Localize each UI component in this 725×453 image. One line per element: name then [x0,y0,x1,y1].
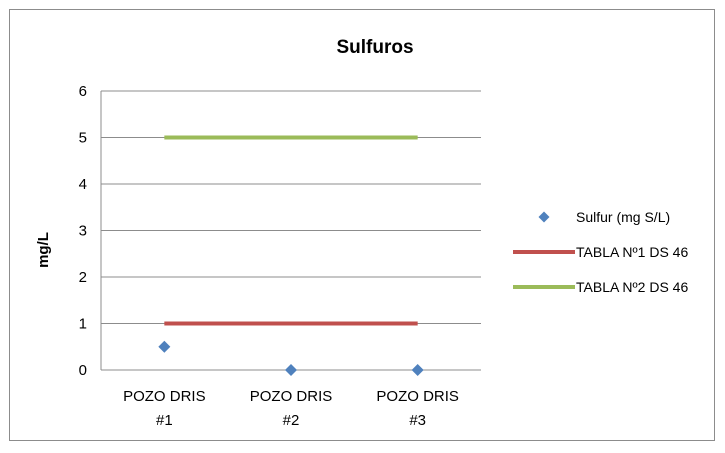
chart-title: Sulfuros [336,37,413,58]
legend-label-3: TABLA Nº2 DS 46 [576,279,688,295]
y-tick-label-1: 1 [79,316,87,333]
legend-swatch-1 [538,211,550,223]
chart-svg: Sulfuros mg/L 0 1 2 3 4 5 6 POZO DRIS #1 POZO DRI… [35,37,688,429]
x-tick-label-2-line-1: POZO DRIS [250,388,333,405]
y-tick-label-4: 4 [79,176,87,193]
x-tick-label-1-line-1: POZO DRIS [123,388,206,405]
plot-area: 0 1 2 3 4 5 6 POZO DRIS #1 POZO DRIS #2 POZO DRIS #3 [79,83,481,429]
legend-label-1: Sulfur (mg S/L) [576,209,670,225]
x-tick-label-2-line-2: #2 [283,412,300,429]
y-tick-label-6: 6 [79,83,87,100]
y-tick-label-3: 3 [79,223,87,240]
y-tick-label-2: 2 [79,269,87,286]
legend-label-2: TABLA Nº1 DS 46 [576,244,688,260]
x-tick-label-1-line-2: #1 [156,412,173,429]
data-point-1-1 [158,340,171,353]
y-tick-label-0: 0 [79,362,87,379]
legend: Sulfur (mg S/L) TABLA Nº1 DS 46 TABLA Nº2 … [513,209,688,295]
x-tick-label-3-line-2: #3 [409,412,426,429]
x-tick-label-3-line-1: POZO DRIS [376,388,459,405]
chart-frame: Sulfuros mg/L 0 1 2 3 4 5 6 POZO DRIS #1 POZO DRI… [9,9,715,441]
data-point-1-3 [411,364,424,376]
data-point-1-2 [285,364,297,376]
y-axis-label: mg/L [35,232,52,268]
y-tick-label-5: 5 [79,130,87,147]
